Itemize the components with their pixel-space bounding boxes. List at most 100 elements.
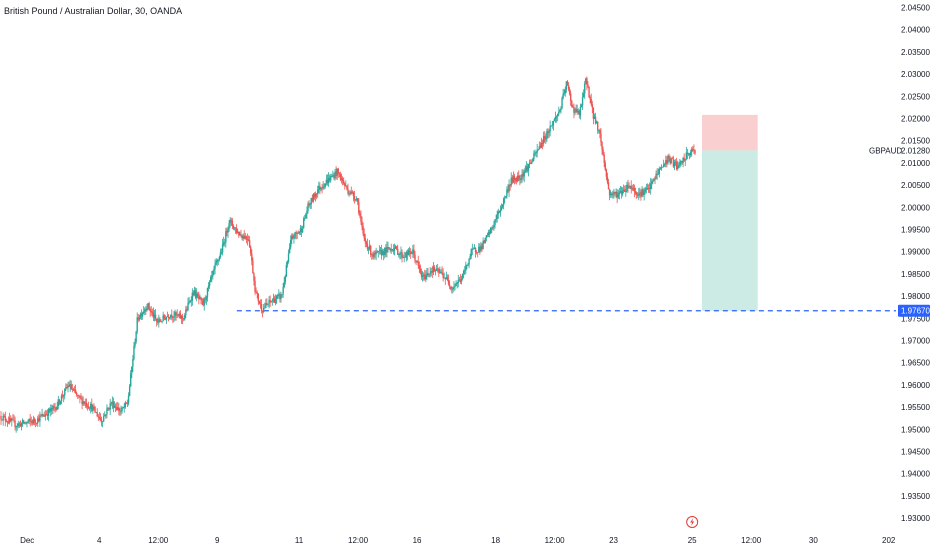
candle-body xyxy=(642,189,644,195)
candle-body xyxy=(73,389,76,391)
candle-body xyxy=(513,176,516,181)
candle xyxy=(85,398,88,409)
candle xyxy=(584,80,586,99)
candle-body xyxy=(369,245,372,255)
candle-body xyxy=(279,294,281,300)
candle xyxy=(508,179,510,198)
y-tick-label: 2.01500 xyxy=(901,137,930,146)
candle-body xyxy=(83,401,85,404)
candle xyxy=(504,195,506,204)
candle-body xyxy=(327,177,330,184)
candle xyxy=(213,265,215,276)
candle xyxy=(532,157,534,163)
candle xyxy=(691,146,693,157)
candle xyxy=(16,422,18,431)
candle-body xyxy=(211,275,213,278)
candle-body xyxy=(614,191,616,194)
candle-body xyxy=(692,148,694,150)
candle-body xyxy=(142,311,145,313)
candle xyxy=(472,247,475,250)
candle xyxy=(638,187,640,201)
y-tick-label: 1.94000 xyxy=(901,470,930,479)
candle-body xyxy=(234,227,237,229)
candle-body xyxy=(2,415,4,421)
candle xyxy=(155,318,158,327)
candle xyxy=(246,233,249,246)
candle xyxy=(134,338,136,349)
candle-body xyxy=(362,226,364,234)
candle-body xyxy=(375,251,377,255)
candle xyxy=(420,268,423,280)
candle xyxy=(269,295,271,307)
candle xyxy=(407,248,410,256)
candle-body xyxy=(122,407,124,409)
candle-body xyxy=(558,111,560,115)
candle-body xyxy=(134,342,136,346)
candle-body xyxy=(491,227,493,229)
candle-body xyxy=(277,294,279,297)
candle xyxy=(270,300,272,303)
candle xyxy=(29,414,31,427)
candle xyxy=(607,179,610,190)
candle-body xyxy=(227,229,229,233)
candle xyxy=(657,168,659,176)
candle xyxy=(137,314,139,323)
candle-body xyxy=(68,385,70,387)
candle-body xyxy=(351,191,354,193)
candle xyxy=(261,310,264,318)
candle xyxy=(285,261,288,278)
candle-body xyxy=(335,171,337,176)
candle xyxy=(318,181,320,194)
candle-body xyxy=(175,312,177,316)
candle-body xyxy=(435,268,438,271)
candle-body xyxy=(114,406,117,408)
candle-body xyxy=(462,270,465,274)
candle-body xyxy=(190,300,192,302)
candle-body xyxy=(537,149,539,151)
candle xyxy=(48,407,51,414)
candle xyxy=(468,258,470,269)
candle-body xyxy=(550,125,552,127)
candle xyxy=(136,312,138,335)
candle xyxy=(473,244,476,250)
candle-body xyxy=(461,273,464,279)
candle-body xyxy=(302,218,305,229)
candle xyxy=(521,169,523,183)
candle xyxy=(33,417,36,426)
candle-body xyxy=(37,418,39,424)
candle xyxy=(81,395,83,410)
candle-body xyxy=(468,258,470,265)
candle xyxy=(194,287,197,300)
candle xyxy=(437,263,439,273)
candle xyxy=(262,303,265,314)
candle xyxy=(605,168,608,181)
candle xyxy=(430,267,432,277)
candle-body xyxy=(529,163,532,164)
candle xyxy=(402,254,404,259)
candle-body xyxy=(17,423,19,427)
candle xyxy=(685,146,688,161)
candle xyxy=(158,314,160,328)
candle-body xyxy=(109,403,111,410)
candle-body xyxy=(480,245,482,251)
candle xyxy=(113,401,116,409)
candle xyxy=(523,168,525,183)
candle xyxy=(446,274,449,282)
candle xyxy=(694,149,696,156)
candle-body xyxy=(74,389,77,393)
candle-body xyxy=(284,276,287,283)
candle xyxy=(380,244,383,260)
candle xyxy=(398,253,400,258)
candle-body xyxy=(39,415,41,422)
candle-body xyxy=(318,186,320,190)
candle xyxy=(50,404,52,417)
candle xyxy=(419,264,422,275)
candle xyxy=(485,235,488,242)
candle-body xyxy=(621,191,624,194)
candle xyxy=(331,173,333,178)
candle-body xyxy=(384,247,386,255)
candle xyxy=(247,235,250,242)
candle xyxy=(152,307,155,322)
